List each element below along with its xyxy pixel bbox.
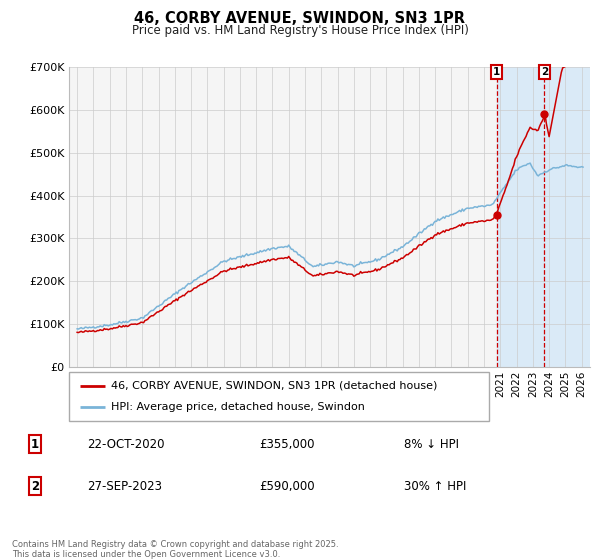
Text: 8% ↓ HPI: 8% ↓ HPI — [404, 437, 458, 451]
Bar — [497, 67, 600, 367]
Text: £355,000: £355,000 — [260, 437, 315, 451]
Text: 22-OCT-2020: 22-OCT-2020 — [87, 437, 164, 451]
Text: Contains HM Land Registry data © Crown copyright and database right 2025.
This d: Contains HM Land Registry data © Crown c… — [12, 540, 338, 559]
Text: 27-SEP-2023: 27-SEP-2023 — [87, 479, 162, 493]
Text: HPI: Average price, detached house, Swindon: HPI: Average price, detached house, Swin… — [111, 402, 365, 412]
Text: 1: 1 — [31, 437, 39, 451]
Text: 46, CORBY AVENUE, SWINDON, SN3 1PR (detached house): 46, CORBY AVENUE, SWINDON, SN3 1PR (deta… — [111, 381, 437, 391]
Text: 46, CORBY AVENUE, SWINDON, SN3 1PR: 46, CORBY AVENUE, SWINDON, SN3 1PR — [134, 11, 466, 26]
Text: 2: 2 — [541, 67, 548, 77]
Text: £590,000: £590,000 — [260, 479, 316, 493]
Text: Price paid vs. HM Land Registry's House Price Index (HPI): Price paid vs. HM Land Registry's House … — [131, 24, 469, 37]
Text: 30% ↑ HPI: 30% ↑ HPI — [404, 479, 466, 493]
Text: 2: 2 — [31, 479, 39, 493]
FancyBboxPatch shape — [69, 372, 489, 421]
Text: 1: 1 — [493, 67, 500, 77]
